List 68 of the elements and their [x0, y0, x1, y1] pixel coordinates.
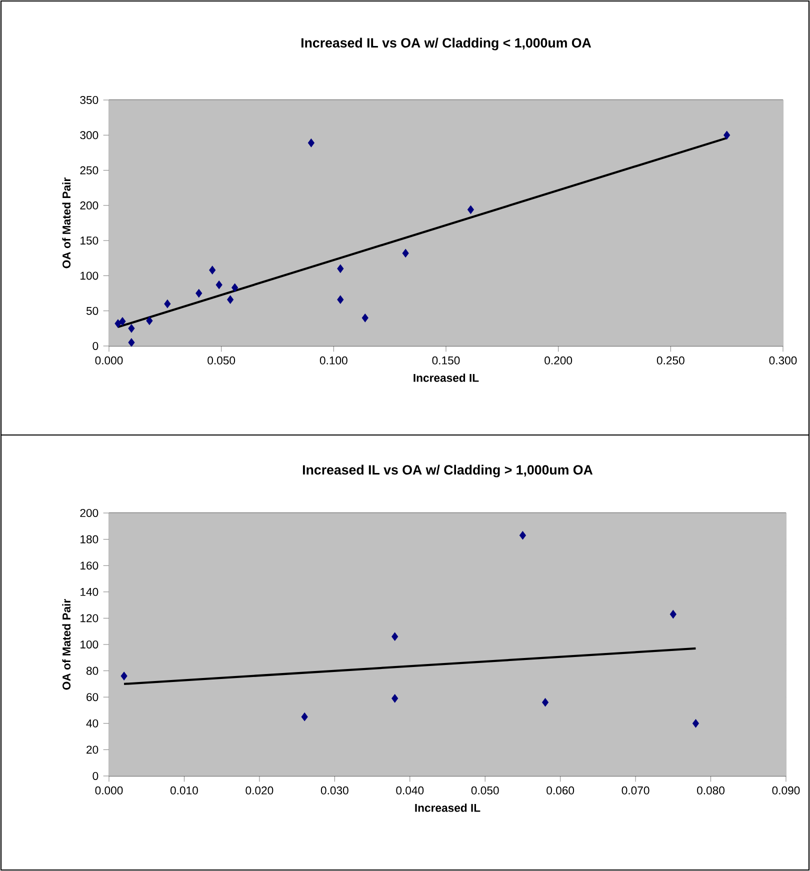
point — [120, 672, 128, 680]
chart-title: Increased IL vs OA w/ Cladding > 1,000um OA — [302, 464, 593, 478]
chart-title: Increased IL vs OA w/ Cladding < 1,000um OA — [301, 38, 592, 50]
y-tick-label: 300 — [80, 131, 98, 140]
y-tick-label: 200 — [80, 508, 98, 518]
x-tick-label: 0.150 — [432, 356, 460, 364]
point — [402, 248, 409, 258]
x-tick-label: 0.200 — [544, 356, 572, 364]
x-tick-label: 0.080 — [697, 786, 724, 794]
x-axis-title: Increased IL — [414, 374, 479, 382]
x-tick-label: 0.000 — [95, 786, 123, 794]
x-tick-label: 0.050 — [208, 356, 236, 364]
point — [392, 632, 398, 641]
point — [308, 138, 314, 148]
y-tick-label: 140 — [80, 588, 98, 596]
x-tick-label: 0.060 — [546, 786, 574, 794]
y-tick-label: 50 — [86, 306, 98, 315]
y-tick-label: 0 — [92, 342, 98, 350]
y-tick-label: 60 — [86, 693, 98, 702]
point — [119, 317, 126, 326]
point — [670, 610, 676, 619]
y-tick-label: 250 — [80, 166, 98, 174]
y-tick-label: 160 — [80, 562, 98, 570]
point — [128, 338, 135, 347]
point — [337, 264, 344, 273]
point — [301, 712, 308, 722]
y-tick-label: 100 — [80, 640, 98, 649]
point — [146, 316, 153, 325]
point — [216, 280, 222, 290]
y-tick-label: 350 — [80, 96, 98, 104]
y-tick-label: 200 — [80, 201, 98, 210]
x-tick-label: 0.000 — [95, 356, 123, 364]
y-axis-title: OA of Mated Pair — [62, 178, 71, 268]
x-tick-label: 0.050 — [471, 786, 499, 794]
x-tick-label: 0.030 — [320, 786, 348, 794]
point — [114, 319, 122, 328]
point — [196, 289, 202, 298]
point — [692, 719, 699, 728]
y-axis-title: OA of Mated Pair — [62, 599, 71, 690]
x-tick-label: 0.250 — [656, 356, 684, 364]
point — [128, 324, 135, 333]
x-tick-label: 0.010 — [170, 786, 198, 794]
y-tick-label: 120 — [80, 614, 98, 622]
y-tick-label: 100 — [80, 272, 98, 280]
y-tick-label: 20 — [86, 746, 98, 754]
x-axis-title: Increased IL — [415, 804, 480, 812]
point — [519, 531, 526, 540]
y-tick-label: 40 — [86, 719, 98, 728]
x-tick-label: 0.020 — [246, 786, 274, 794]
x-tick-label: 0.040 — [396, 786, 424, 794]
y-tick-label: 180 — [80, 535, 98, 544]
point — [467, 205, 474, 214]
point — [542, 698, 549, 707]
x-tick-label: 0.300 — [769, 356, 797, 364]
point — [227, 295, 234, 304]
point — [362, 314, 368, 322]
x-tick-label: 0.090 — [772, 786, 800, 794]
x-tick-label: 0.100 — [320, 356, 348, 364]
point — [392, 694, 398, 703]
point — [164, 300, 171, 308]
x-tick-label: 0.070 — [622, 786, 650, 794]
point — [724, 130, 730, 140]
point — [232, 283, 238, 292]
point — [209, 266, 216, 274]
y-tick-label: 150 — [80, 236, 98, 245]
point — [337, 295, 344, 304]
y-tick-label: 80 — [86, 666, 98, 675]
y-tick-label: 0 — [92, 772, 98, 780]
